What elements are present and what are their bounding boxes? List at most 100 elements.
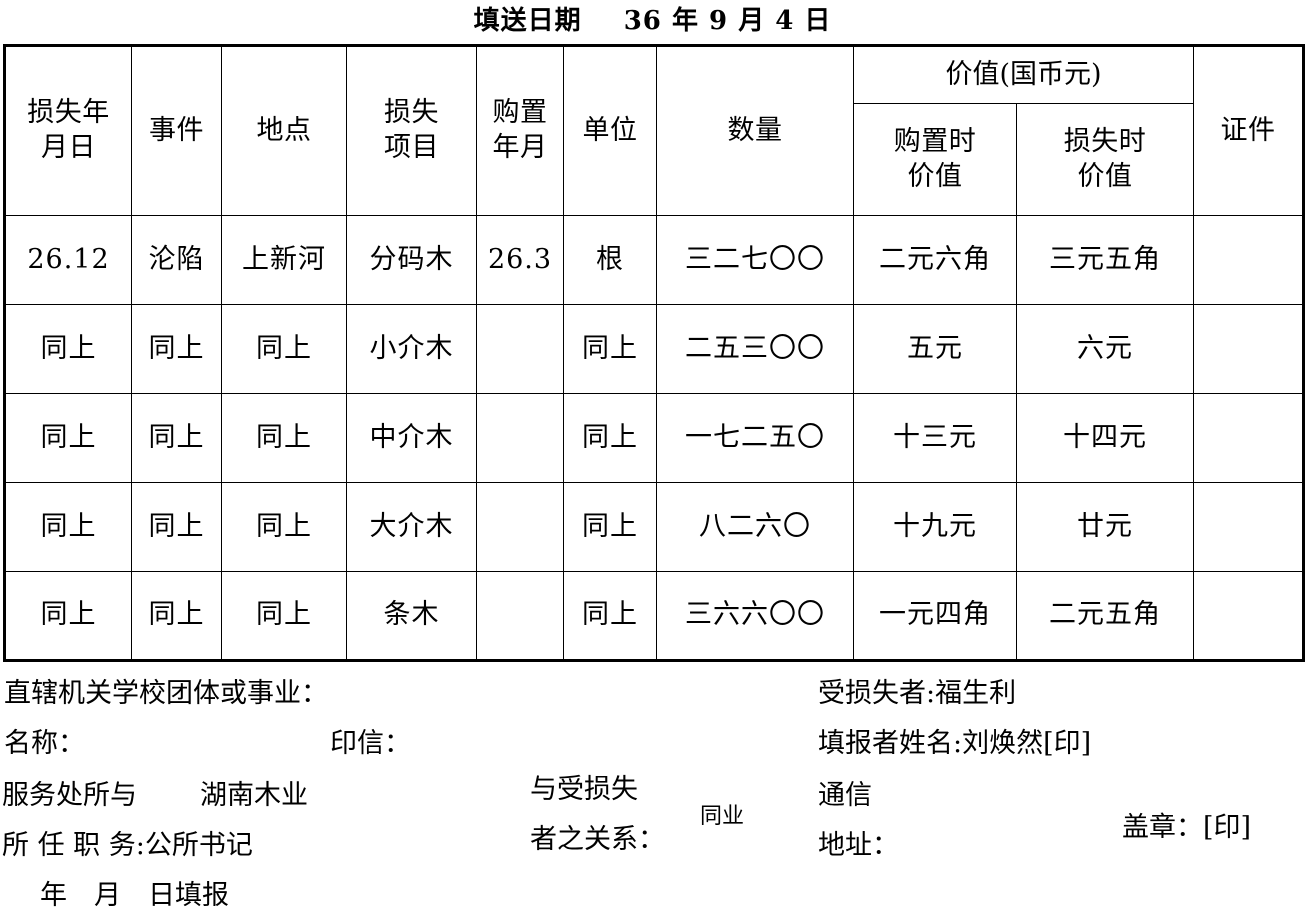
cell-value-at-loss: 六元	[1015, 304, 1195, 394]
cell-item: 分码木	[346, 215, 477, 305]
column-header-value-at-purchase: 购置时 价值	[853, 103, 1017, 216]
cell-unit: 同上	[563, 482, 657, 572]
cell-event: 同上	[131, 304, 222, 394]
footer-stamp-line: 盖章：[印]	[1122, 814, 1251, 841]
column-header-document: 证件	[1193, 45, 1305, 216]
cell-purchase-date	[476, 571, 564, 661]
reporter-seal-icon: [印]	[1043, 728, 1092, 759]
footer-relation-value: 同业	[700, 804, 745, 829]
cell-event: 同上	[131, 571, 222, 661]
cell-value-at-purchase: 十三元	[853, 393, 1017, 483]
cell-document	[1193, 215, 1305, 305]
cell-event: 同上	[131, 393, 222, 483]
cell-place: 同上	[221, 571, 347, 661]
footer-reporter-label: 填报者姓名:	[818, 728, 963, 759]
cell-document	[1193, 571, 1305, 661]
cell-loss-date: 同上	[4, 571, 132, 661]
cell-loss-date: 同上	[4, 482, 132, 572]
footer-victim-line: 受损失者:福生利	[818, 680, 1016, 707]
column-header-event: 事件	[131, 45, 222, 216]
cell-item: 小介木	[346, 304, 477, 394]
footer-organization-line: 直辖机关学校团体或事业：	[4, 678, 328, 709]
page-title: 填送日期 36 年 9 月 4 日	[0, 0, 1305, 40]
cell-document	[1193, 482, 1305, 572]
cell-document	[1193, 304, 1305, 394]
cell-place: 同上	[221, 393, 347, 483]
table-row: 同上 同上 同上 中介木 同上 一七二五〇 十三元 十四元	[4, 393, 1305, 483]
footer-address-label-line2: 地址：	[818, 830, 899, 861]
cell-place: 同上	[221, 482, 347, 572]
footer-position-line: 所 任 职 务:公所书记	[2, 832, 253, 859]
footer-victim-label: 受损失者:	[818, 678, 936, 709]
cell-quantity: 三二七〇〇	[656, 215, 854, 305]
loss-table: 损失年 月日 事件 地点 损失 项目 购置 年月 单位 数量 价值(国币元) 证…	[3, 44, 1305, 662]
cell-unit: 根	[563, 215, 657, 305]
footer-workplace-value: 湖南木业	[200, 780, 308, 811]
cell-loss-date: 同上	[4, 304, 132, 394]
cell-quantity: 二五三〇〇	[656, 304, 854, 394]
cell-value-at-purchase: 五元	[853, 304, 1017, 394]
footer-position-value: 公所书记	[144, 830, 253, 861]
title-label: 填送日期	[473, 6, 582, 36]
footer-victim-value: 福生利	[935, 678, 1017, 709]
footer-relation-label-line1: 与受损失	[530, 774, 638, 805]
footer-stamp-label: 盖章：	[1122, 812, 1203, 843]
cell-document	[1193, 393, 1305, 483]
cell-quantity: 三六六〇〇	[656, 571, 854, 661]
stamp-seal-icon: [印]	[1203, 812, 1252, 843]
cell-loss-date: 同上	[4, 393, 132, 483]
column-header-unit: 单位	[563, 45, 657, 216]
title-day-unit: 日	[804, 6, 832, 36]
cell-purchase-date	[476, 482, 564, 572]
table-row: 26.12 沦陷 上新河 分码木 26.3 根 三二七〇〇 二元六角 三元五角	[4, 215, 1305, 305]
cell-unit: 同上	[563, 304, 657, 394]
loss-table-container: 损失年 月日 事件 地点 损失 项目 购置 年月 单位 数量 价值(国币元) 证…	[3, 44, 1305, 662]
cell-item: 条木	[346, 571, 477, 661]
column-header-purchase-date: 购置 年月	[476, 45, 564, 216]
title-month-unit: 月	[738, 6, 766, 36]
footer-address-label-line1: 通信	[818, 780, 872, 811]
cell-value-at-purchase: 一元四角	[853, 571, 1017, 661]
cell-place: 同上	[221, 304, 347, 394]
column-header-value-at-loss: 损失时 价值	[1015, 103, 1195, 216]
footer-block: 直辖机关学校团体或事业： 名称： 印信： 服务处所与 湖南木业 所 任 职 务:…	[0, 664, 1305, 916]
cell-quantity: 八二六〇	[656, 482, 854, 572]
cell-loss-date: 26.12	[4, 215, 132, 305]
cell-item: 中介木	[346, 393, 477, 483]
cell-value-at-loss: 二元五角	[1015, 571, 1195, 661]
column-header-loss-date: 损失年 月日	[4, 45, 132, 216]
cell-unit: 同上	[563, 571, 657, 661]
cell-value-at-purchase: 十九元	[853, 482, 1017, 572]
column-header-place: 地点	[221, 45, 347, 216]
title-day-value: 4	[775, 6, 795, 36]
cell-quantity: 一七二五〇	[656, 393, 854, 483]
cell-event: 同上	[131, 482, 222, 572]
cell-value-at-loss: 三元五角	[1015, 215, 1195, 305]
footer-reporter-line: 填报者姓名:刘焕然[印]	[818, 730, 1091, 757]
footer-position-label: 所 任 职 务:	[2, 830, 145, 861]
title-month-value: 9	[709, 6, 729, 36]
column-header-quantity: 数量	[656, 45, 854, 216]
table-row: 同上 同上 同上 小介木 同上 二五三〇〇 五元 六元	[4, 304, 1305, 394]
cell-place: 上新河	[221, 215, 347, 305]
cell-purchase-date	[476, 304, 564, 394]
footer-name-label: 名称：	[4, 728, 85, 759]
column-header-item: 损失 项目	[346, 45, 477, 216]
footer-relation-label-line2: 者之关系：	[530, 824, 665, 855]
cell-purchase-date	[476, 393, 564, 483]
table-header-row-group: 损失年 月日 事件 地点 损失 项目 购置 年月 单位 数量 价值(国币元) 证…	[4, 45, 1305, 216]
cell-value-at-purchase: 二元六角	[853, 215, 1017, 305]
cell-purchase-date: 26.3	[476, 215, 564, 305]
column-header-value-group: 价值(国币元)	[852, 45, 1195, 104]
footer-report-date-line: 年 月 日填报	[40, 880, 229, 911]
footer-seal-label: 印信：	[330, 728, 411, 759]
table-row: 同上 同上 同上 大介木 同上 八二六〇 十九元 廿元	[4, 482, 1305, 572]
cell-unit: 同上	[563, 393, 657, 483]
footer-reporter-value: 刘焕然	[962, 728, 1044, 759]
table-row: 同上 同上 同上 条木 同上 三六六〇〇 一元四角 二元五角	[4, 571, 1305, 661]
cell-event: 沦陷	[131, 215, 222, 305]
cell-value-at-loss: 廿元	[1015, 482, 1195, 572]
title-year-unit: 年	[671, 6, 699, 36]
title-year-value: 36	[623, 6, 662, 36]
cell-value-at-loss: 十四元	[1015, 393, 1195, 483]
